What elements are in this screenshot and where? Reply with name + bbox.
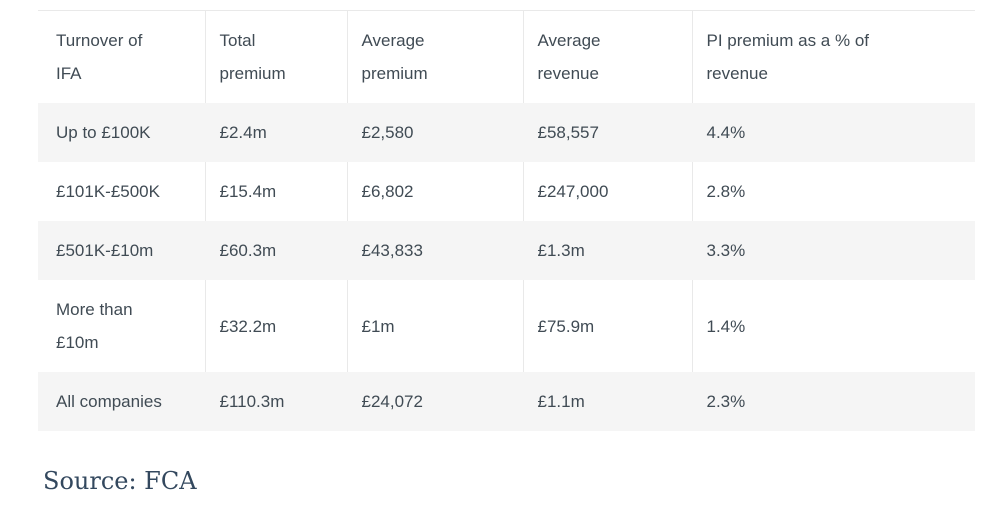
- header-cell: Total premium: [204, 10, 347, 103]
- table-cell: £15.4m: [204, 162, 347, 221]
- header-cell: Turnover of IFA: [56, 31, 143, 83]
- table-row: More than £10m £32.2m £1m £75.9m 1.4%: [38, 280, 975, 372]
- table-cell: £6,802: [346, 162, 523, 221]
- table-cell: £43,833: [346, 221, 523, 280]
- table-cell: £2.4m: [204, 103, 347, 162]
- table-row: All companies £110.3m £24,072 £1.1m 2.3%: [38, 372, 975, 431]
- table-head: Turnover of IFA Total premium Average prem…: [38, 10, 975, 103]
- table-cell: More than £10m: [56, 300, 133, 352]
- table-cell: £247,000: [522, 162, 692, 221]
- ifa-premium-table: Turnover of IFA Total premium Average prem…: [38, 10, 975, 431]
- table-row: £101K-£500K £15.4m £6,802 £247,000 2.8%: [38, 162, 975, 221]
- table-cell: £60.3m: [204, 221, 347, 280]
- table-row: Up to £100K £2.4m £2,580 £58,557 4.4%: [38, 103, 975, 162]
- table-header-row: Turnover of IFA Total premium Average prem…: [38, 10, 975, 103]
- table-body: Up to £100K £2.4m £2,580 £58,557 4.4% £101K-£…: [38, 103, 975, 431]
- table-cell: 1.4%: [691, 280, 975, 372]
- table-cell: £101K-£500K: [56, 182, 160, 201]
- table-cell: £501K-£10m: [38, 221, 205, 280]
- page: Turnover of IFA Total premium Average prem…: [38, 10, 975, 495]
- table-cell: £1.3m: [522, 221, 692, 280]
- table-cell: 3.3%: [691, 221, 975, 280]
- table-cell: £1.1m: [522, 372, 692, 431]
- table-cell: 2.3%: [691, 372, 975, 431]
- table-cell: 4.4%: [691, 103, 975, 162]
- table-cell: All companies: [38, 372, 205, 431]
- table-row: £501K-£10m £60.3m £43,833 £1.3m 3.3%: [38, 221, 975, 280]
- table-cell: £58,557: [522, 103, 692, 162]
- table-cell: £24,072: [346, 372, 523, 431]
- table-cell: £75.9m: [522, 280, 692, 372]
- table-cell: £2,580: [346, 103, 523, 162]
- table-cell: 2.8%: [691, 162, 975, 221]
- source-caption: Source: FCA: [43, 467, 197, 495]
- header-cell: Average revenue: [522, 10, 692, 103]
- table-cell: Up to £100K: [38, 103, 205, 162]
- table-cell: £110.3m: [204, 372, 347, 431]
- table-cell: £1m: [346, 280, 523, 372]
- header-cell: Average premium: [346, 10, 523, 103]
- header-cell: PI premium as a % of revenue: [691, 10, 975, 103]
- table-cell: £32.2m: [204, 280, 347, 372]
